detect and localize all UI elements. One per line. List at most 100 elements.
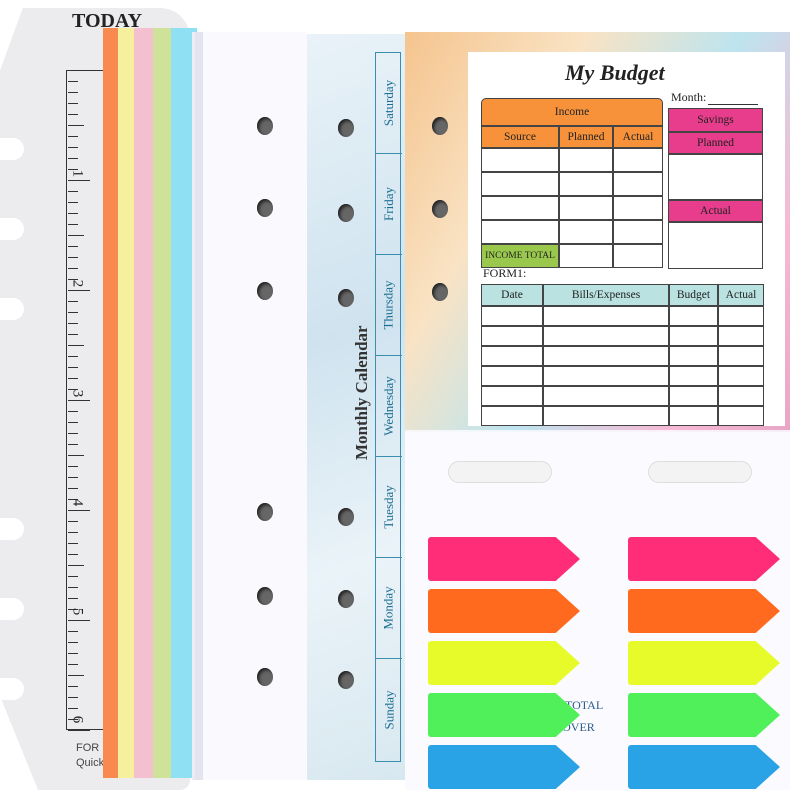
table-cell bbox=[481, 366, 543, 386]
day-label: Saturday bbox=[381, 79, 396, 127]
table-cell bbox=[543, 406, 669, 426]
table-cell bbox=[543, 366, 669, 386]
divider-pink bbox=[134, 28, 153, 778]
ruler-tick bbox=[68, 400, 90, 401]
ruler-tick bbox=[68, 653, 78, 654]
punch-hole bbox=[338, 590, 354, 608]
punch-hole bbox=[338, 671, 354, 689]
ruler-tick bbox=[68, 719, 78, 720]
ruler-number: 1 bbox=[69, 169, 86, 178]
ruler-tick bbox=[68, 301, 78, 302]
form-col: Date bbox=[481, 284, 543, 306]
ruler-tick bbox=[68, 675, 84, 676]
sticky-arrow-tab bbox=[628, 745, 780, 789]
ruler-tick bbox=[68, 598, 78, 599]
ruler-tick bbox=[68, 323, 78, 324]
ruler-tick bbox=[68, 433, 78, 434]
day-label: Monday bbox=[381, 586, 396, 630]
savings-actual: Actual bbox=[668, 200, 763, 222]
ruler-tick bbox=[68, 422, 78, 423]
divider-blue bbox=[171, 28, 197, 778]
punch-hole bbox=[257, 503, 273, 521]
table-cell bbox=[543, 306, 669, 326]
calendar-day-column: Saturday Friday Thursday Wednesday Tuesd… bbox=[375, 52, 402, 762]
table-cell bbox=[543, 346, 669, 366]
blank-sheet-stack bbox=[195, 32, 307, 780]
ruler-tick bbox=[68, 510, 90, 511]
ruler-tick bbox=[68, 257, 78, 258]
punch-hole bbox=[338, 119, 354, 137]
table-cell bbox=[669, 366, 718, 386]
table-cell bbox=[613, 196, 663, 220]
month-label: Month: bbox=[671, 90, 707, 104]
ruler-tick bbox=[68, 587, 78, 588]
table-cell bbox=[559, 172, 613, 196]
ruler-tick bbox=[68, 312, 78, 313]
ruler-tick bbox=[68, 147, 78, 148]
ruler-tick bbox=[68, 565, 84, 566]
ruler-number: 2 bbox=[69, 279, 86, 288]
budget-title: My Budget bbox=[565, 60, 665, 85]
ruler-tick bbox=[68, 686, 78, 687]
ruler-tick bbox=[68, 367, 78, 368]
table-cell bbox=[481, 172, 559, 196]
ruler-tick bbox=[68, 389, 78, 390]
table-cell bbox=[718, 326, 764, 346]
table-cell bbox=[559, 220, 613, 244]
sticky-arrow-tab bbox=[628, 589, 780, 633]
ruler-tick bbox=[68, 411, 78, 412]
table-cell bbox=[481, 306, 543, 326]
ruler-number: 6 bbox=[69, 715, 86, 724]
ruler-tick bbox=[68, 532, 78, 533]
punch-hole bbox=[257, 668, 273, 686]
hang-hole bbox=[448, 461, 552, 483]
income-col: Planned bbox=[559, 126, 613, 148]
day-label: Sunday bbox=[381, 690, 396, 729]
ruler-tick bbox=[68, 279, 78, 280]
ruler-tick bbox=[68, 631, 78, 632]
table-cell bbox=[718, 306, 764, 326]
ruler-tick bbox=[68, 642, 78, 643]
ruler-tick bbox=[68, 103, 78, 104]
ruler-tick bbox=[68, 191, 78, 192]
day-label: Wednesday bbox=[381, 376, 397, 436]
punch-hole bbox=[432, 200, 448, 218]
table-cell bbox=[559, 148, 613, 172]
sticky-arrow-tab bbox=[628, 641, 780, 685]
table-cell bbox=[669, 406, 718, 426]
ruler-tick bbox=[68, 290, 90, 291]
sticky-arrow-tab bbox=[428, 745, 580, 789]
day-label: Tuesday bbox=[381, 485, 396, 529]
table-cell bbox=[559, 196, 613, 220]
form-label: FORM1: bbox=[483, 266, 527, 280]
savings-planned: Planned bbox=[668, 132, 763, 154]
ruler-tick bbox=[68, 334, 78, 335]
ruler-tick bbox=[68, 620, 90, 621]
ruler-tick bbox=[68, 730, 90, 731]
punch-hole bbox=[432, 117, 448, 135]
income-header: Income bbox=[481, 98, 663, 126]
table-cell bbox=[669, 326, 718, 346]
income-total: INCOME TOTAL bbox=[481, 244, 559, 268]
ruler-tick bbox=[68, 466, 78, 467]
ruler-tick bbox=[68, 92, 78, 93]
ruler-footer: Quick bbox=[76, 757, 105, 769]
table-cell bbox=[613, 148, 663, 172]
table-cell bbox=[718, 366, 764, 386]
ruler-title: TODAY bbox=[72, 10, 143, 32]
table-cell bbox=[481, 346, 543, 366]
sticky-arrow-tab bbox=[428, 537, 580, 581]
calendar-title: Monthly Calendar bbox=[352, 325, 371, 460]
punch-hole bbox=[257, 199, 273, 217]
income-col: Actual bbox=[613, 126, 663, 148]
ruler-tick bbox=[68, 576, 78, 577]
ruler-tick bbox=[68, 180, 90, 181]
ruler-tick bbox=[68, 268, 78, 269]
ruler-tick bbox=[68, 169, 78, 170]
punch-hole bbox=[338, 204, 354, 222]
income-col: Source bbox=[481, 126, 559, 148]
ruler-tick bbox=[68, 378, 78, 379]
punch-hole bbox=[257, 587, 273, 605]
ruler-tick bbox=[68, 708, 78, 709]
table-cell bbox=[613, 172, 663, 196]
